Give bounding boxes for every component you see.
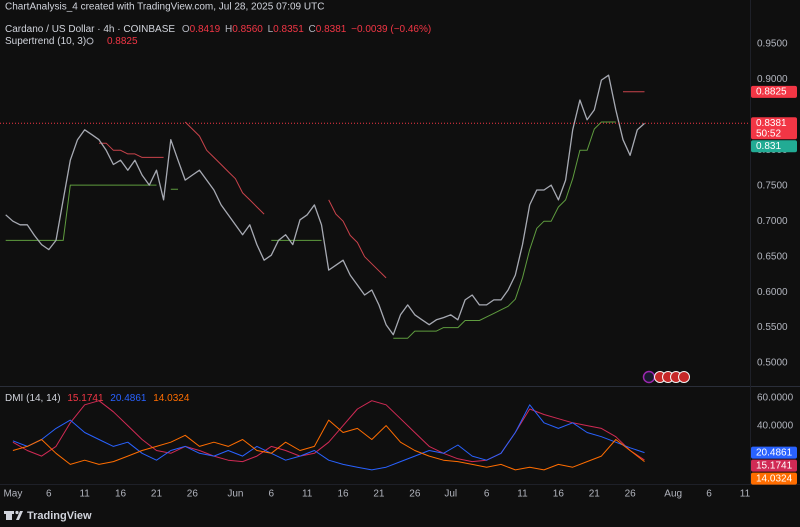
value-box [751, 140, 797, 153]
ohlc-value: 0.8381 [316, 24, 347, 35]
y-tick-label: 40.0000 [757, 420, 794, 431]
x-tick-label: 6 [269, 489, 275, 500]
y-tick-label: 0.7500 [757, 180, 788, 191]
x-tick-label: 21 [151, 489, 163, 500]
series-line [99, 91, 645, 279]
value-box-label: 20.4861 [756, 447, 793, 458]
y-tick-label: 0.6000 [757, 287, 788, 298]
ohlc-label: C [309, 24, 316, 35]
ohlc-label: L [268, 24, 274, 35]
indicator-value: 14.0324 [153, 393, 190, 404]
x-tick-label: 11 [302, 489, 313, 500]
x-tick-label: 11 [740, 489, 751, 500]
event-icon [642, 370, 656, 384]
indicator-legend: Supertrend (10, 3) 0.8825 [5, 36, 138, 47]
y-tick-label: 0.9000 [757, 74, 788, 85]
countdown: 50:52 [756, 128, 781, 139]
x-tick-label: 6 [706, 489, 712, 500]
indicator-name: Supertrend (10, 3) [5, 36, 86, 47]
logo-part [16, 511, 23, 520]
value-box-label: 0.8825 [756, 86, 787, 97]
x-tick-label: 6 [484, 489, 490, 500]
x-tick-label: 21 [373, 489, 385, 500]
x-tick-label: Jun [227, 489, 243, 500]
x-tick-label: 11 [79, 489, 90, 500]
plot-layer [0, 74, 750, 471]
logo-part [6, 511, 12, 520]
y-tick-label: 0.6500 [757, 251, 788, 262]
value-box [751, 117, 797, 140]
indicator-value: 0.8825 [107, 36, 138, 47]
x-tick-label: 21 [589, 489, 601, 500]
indicator-value: 20.4861 [110, 393, 147, 404]
series-line [12, 419, 645, 471]
x-tick-label: 6 [46, 489, 52, 500]
ohlc-value: 0.8560 [232, 24, 263, 35]
x-tick-label: 16 [553, 489, 565, 500]
x-tick-label: 16 [337, 489, 349, 500]
x-tick-label: Jul [444, 489, 457, 500]
series-line [5, 74, 645, 336]
indicator-value: 15.1741 [67, 393, 104, 404]
y-tick-label: 0.5500 [757, 322, 788, 333]
symbol-legend: Cardano / US Dollar · 4h · COINBASE O0.8… [5, 24, 431, 35]
brand: TradingView [27, 510, 92, 522]
y-tick-label: 0.5000 [757, 358, 788, 369]
y-tick-label: 0.7000 [757, 216, 788, 227]
value-box-label: 0.831 [756, 141, 781, 152]
watermark: ChartAnalysis_4 created with TradingView… [5, 2, 324, 13]
symbol: Cardano / US Dollar · 4h · COINBASE [5, 24, 175, 35]
series-line [12, 400, 645, 463]
ohlc-value: 0.8351 [273, 24, 304, 35]
value-box-label: 0.8381 [756, 118, 787, 129]
y-tick-label: 0.9500 [757, 39, 788, 50]
indicator-name: DMI (14, 14) [5, 393, 61, 404]
ohlc-value: 0.8419 [190, 24, 221, 35]
value-box [751, 459, 797, 472]
ohlc-label: H [225, 24, 232, 35]
event-icon [678, 371, 690, 383]
x-tick-label: 16 [115, 489, 127, 500]
x-tick-label: May [3, 489, 22, 500]
ohlc-label: O [182, 24, 190, 35]
value-box [751, 85, 797, 98]
logo-part [4, 511, 14, 514]
event-icons [642, 370, 690, 384]
x-tick-label: 26 [625, 489, 637, 500]
value-box-label: 14.0324 [756, 473, 793, 484]
change: −0.0039 (−0.46%) [351, 24, 431, 35]
indicator-legend: DMI (14, 14) 15.1741 20.4861 14.0324 [5, 393, 190, 404]
logo-part [15, 510, 19, 515]
series-line [5, 121, 616, 339]
brand-logo [4, 510, 23, 520]
x-tick-label: 26 [409, 489, 421, 500]
x-tick-label: Aug [664, 489, 682, 500]
x-tick-label: 11 [517, 489, 528, 500]
x-tick-label: 26 [187, 489, 199, 500]
value-box [751, 446, 797, 459]
series-line [12, 404, 645, 471]
value-box-label: 15.1741 [756, 460, 793, 471]
y-tick-label: 60.0000 [757, 393, 794, 404]
value-box [751, 472, 797, 485]
eye-icon [86, 37, 94, 45]
